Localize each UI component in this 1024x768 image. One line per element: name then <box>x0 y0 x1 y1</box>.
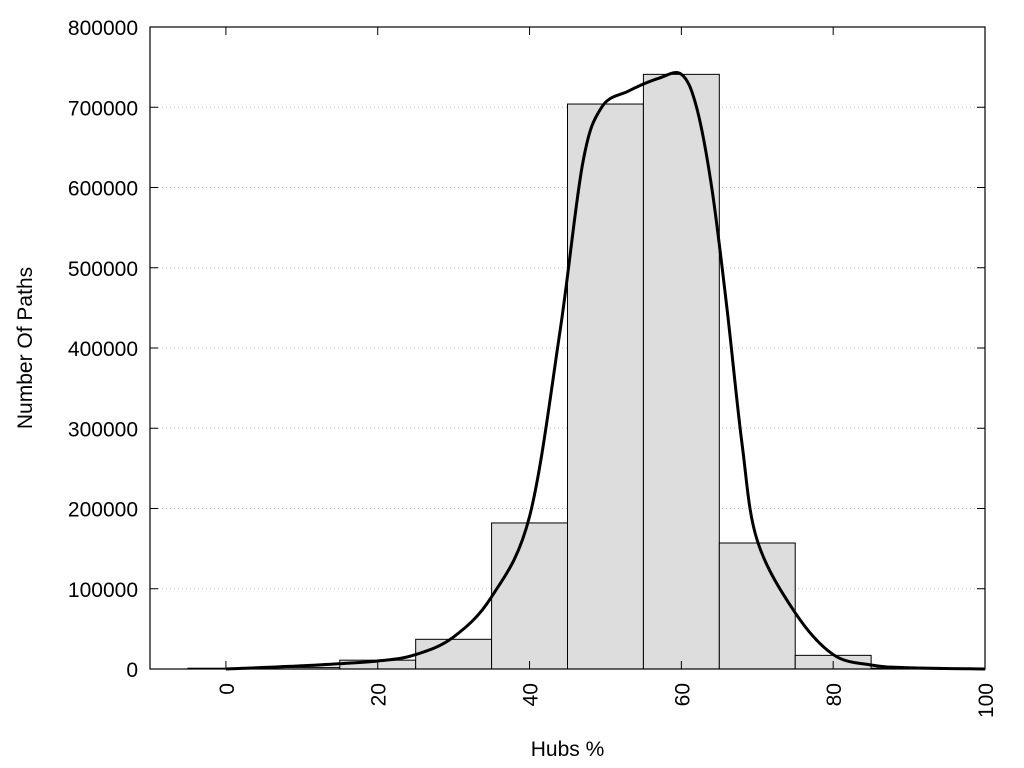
fit-curve-group <box>225 71 986 671</box>
y-tick-label: 400000 <box>68 338 138 361</box>
x-axis: 0 20 40 60 80 100 <box>216 27 998 718</box>
y-tick-label: 600000 <box>68 178 138 201</box>
x-tick-label: 100 <box>975 683 998 718</box>
histogram-bar <box>415 638 493 670</box>
x-tick-label: 80 <box>823 683 846 706</box>
y-axis: 0 100000 200000 300000 400000 500000 600000 700… <box>68 17 985 682</box>
y-tick-label: 300000 <box>68 418 138 441</box>
y-tick-label: 500000 <box>68 258 138 281</box>
x-tick-label: 40 <box>520 683 543 706</box>
y-tick-label: 100000 <box>68 579 138 602</box>
fit-curve <box>225 71 986 671</box>
x-tick-label: 0 <box>216 683 239 695</box>
histogram-bar <box>567 103 644 670</box>
y-tick-label: 200000 <box>68 499 138 522</box>
histogram-bar <box>718 542 796 670</box>
y-tick-label: 0 <box>126 659 138 682</box>
x-tick-label: 60 <box>671 683 694 706</box>
histogram-bar <box>491 522 568 670</box>
y-tick-label: 700000 <box>68 97 138 120</box>
histogram-bars <box>187 73 948 670</box>
y-axis-title: Number Of Paths <box>14 267 37 429</box>
y-tick-label: 800000 <box>68 17 138 40</box>
x-axis-title: Hubs % <box>531 738 605 761</box>
x-tick-label: 20 <box>368 683 391 706</box>
